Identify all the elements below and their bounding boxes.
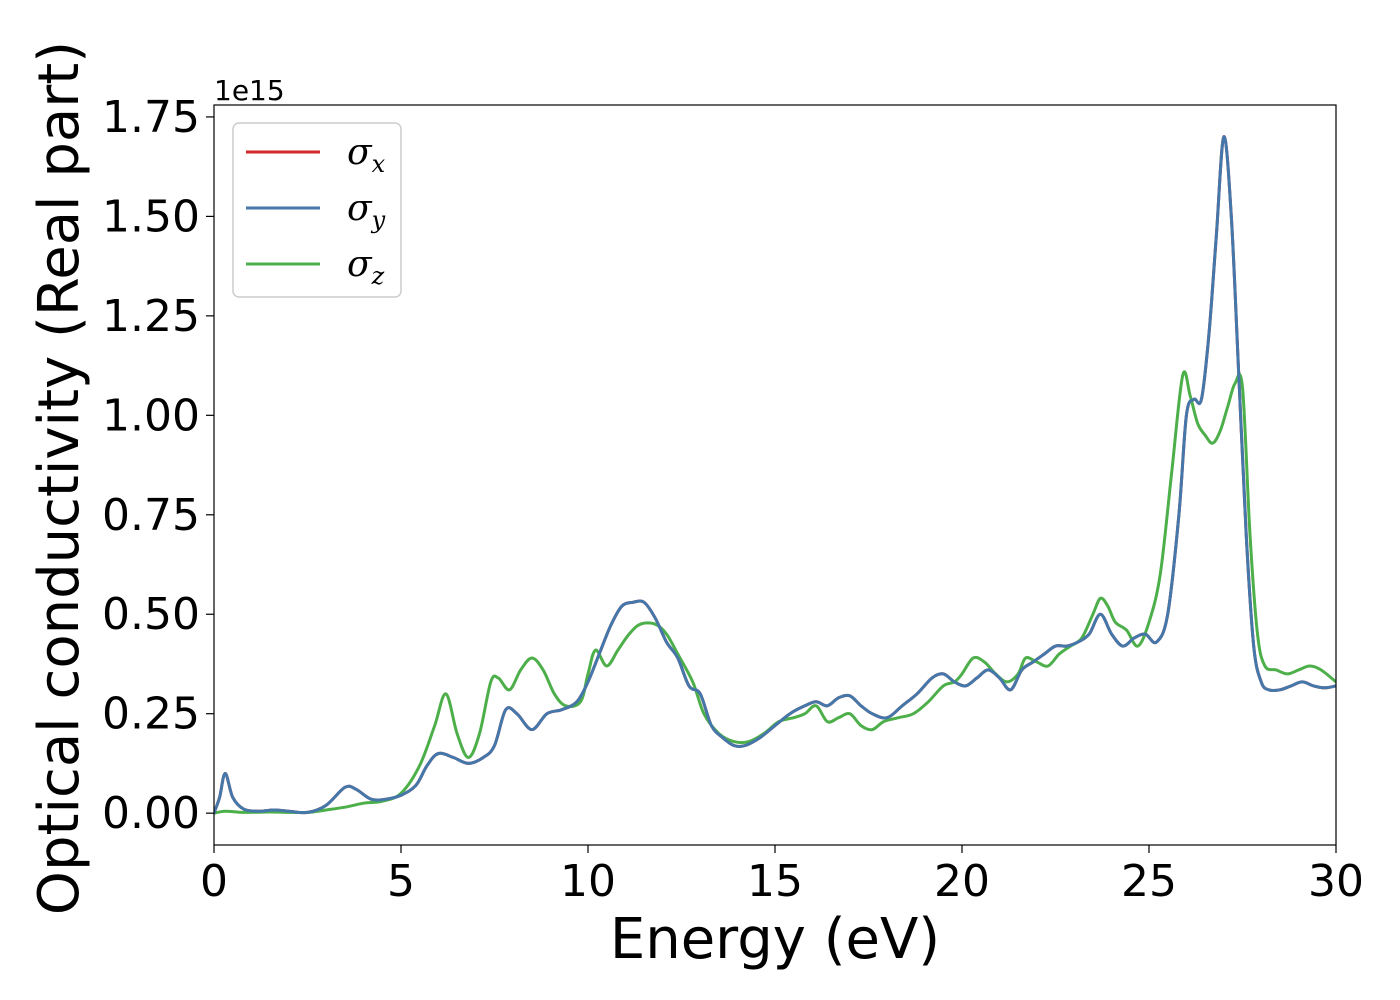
legend-label-sigma-y: σy [347,188,386,234]
x-tick-label: 25 [1121,856,1177,907]
y-tick-label: 1.75 [102,92,200,143]
x-tick-label: 20 [934,856,990,907]
series-lines [214,135,1336,815]
x-axis-title: Energy (eV) [610,907,940,972]
x-axis: 0 5 10 15 20 25 30 [200,845,1364,907]
y-tick-label: 1.50 [102,191,200,242]
legend-label-sigma-z: σz [347,244,385,290]
x-tick-label: 30 [1308,856,1364,907]
y-tick-label: 0.25 [102,689,200,740]
y-axis-offset-label: 1e15 [214,74,285,107]
y-tick-label: 1.25 [102,291,200,342]
legend: σx σy σz [232,122,402,298]
y-tick-label: 0.75 [102,490,200,541]
y-tick-label: 0.00 [102,788,200,839]
y-axis-title: Optical conductivity (Real part) [27,41,92,915]
x-tick-label: 15 [747,856,803,907]
legend-label-sigma-x: σx [347,132,386,178]
x-tick-label: 10 [560,856,616,907]
y-tick-label: 0.50 [102,589,200,640]
legend-box [232,122,402,298]
series-line-sigma-y [214,135,1336,815]
y-tick-label: 1.00 [102,390,200,441]
series-line-sigma-z [214,370,1336,815]
x-tick-label: 0 [200,856,228,907]
y-axis: 0.00 0.25 0.50 0.75 1.00 1.25 1.50 1.75 [102,92,214,839]
x-tick-label: 5 [387,856,415,907]
